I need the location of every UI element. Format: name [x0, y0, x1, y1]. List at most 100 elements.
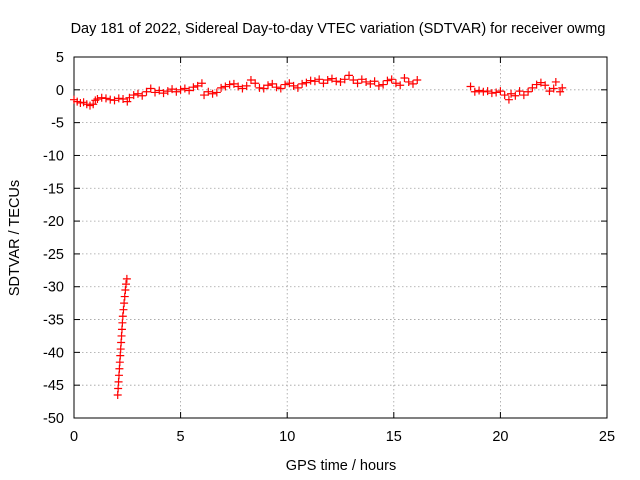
data-point: [212, 88, 221, 97]
data-point: [340, 75, 349, 84]
x-axis-label: GPS time / hours: [286, 458, 396, 474]
data-point: [549, 84, 558, 93]
data-point: [470, 87, 479, 96]
data-point: [119, 95, 128, 104]
plot-frame: [73, 56, 608, 419]
data-point: [336, 77, 345, 86]
y-tick-label: -30: [43, 280, 64, 296]
data-point: [306, 76, 315, 85]
data-point: [272, 83, 281, 92]
data-point: [193, 81, 202, 90]
data-point: [332, 77, 341, 86]
data-point: [293, 83, 302, 92]
data-point: [536, 78, 545, 87]
x-tick-label: 25: [599, 429, 615, 445]
data-point: [349, 75, 358, 84]
data-point: [246, 75, 255, 84]
data-point: [496, 87, 505, 96]
data-point: [138, 91, 147, 100]
x-tick-label: 20: [492, 429, 508, 445]
data-point: [413, 75, 422, 84]
data-point: [285, 79, 294, 88]
data-point: [357, 75, 366, 84]
data-point: [234, 82, 243, 91]
data-point: [125, 93, 134, 102]
data-point: [532, 80, 541, 89]
data-point: [466, 82, 475, 91]
data-point: [200, 91, 209, 100]
data-point: [387, 75, 396, 84]
data-point: [121, 286, 130, 295]
data-point: [310, 77, 319, 86]
data-point: [383, 76, 392, 85]
data-point: [163, 87, 172, 96]
data-point: [204, 87, 213, 96]
y-tick-label: -35: [43, 313, 64, 329]
y-tick-label: -40: [43, 345, 64, 361]
data-point: [168, 85, 177, 94]
data-point: [551, 77, 560, 86]
data-point: [528, 83, 537, 92]
y-tick-label: 0: [56, 83, 64, 99]
data-point: [302, 78, 311, 87]
data-point: [114, 94, 123, 103]
data-point: [242, 81, 251, 90]
data-point: [180, 84, 189, 93]
x-tick-label: 15: [386, 429, 402, 445]
data-point: [197, 79, 206, 88]
data-point: [483, 87, 492, 96]
x-tick-label: 0: [70, 429, 78, 445]
data-point: [323, 75, 332, 84]
data-point: [276, 84, 285, 93]
data-point: [172, 87, 181, 96]
data-point: [251, 79, 260, 88]
x-tick-label: 5: [177, 429, 185, 445]
data-point: [475, 86, 484, 95]
y-tick-label: -15: [43, 181, 64, 197]
data-point: [225, 80, 234, 89]
data-point: [511, 91, 520, 100]
data-point: [146, 84, 155, 93]
data-point: [151, 88, 160, 97]
data-point: [545, 87, 554, 96]
data-point: [185, 86, 194, 95]
y-tick-label: -45: [43, 378, 64, 394]
data-point: [500, 91, 509, 100]
data-point: [238, 84, 247, 93]
y-tick-label: -25: [43, 247, 64, 263]
data-point: [519, 91, 528, 100]
y-tick-label: -20: [43, 214, 64, 230]
data-point: [129, 91, 138, 100]
data-point: [122, 274, 131, 283]
data-point: [189, 83, 198, 92]
data-point: [315, 75, 324, 84]
data-point: [255, 83, 264, 92]
data-point: [492, 88, 501, 97]
data-point: [524, 87, 533, 96]
data-point: [264, 81, 273, 90]
data-point: [159, 89, 168, 98]
data-point: [122, 280, 131, 289]
y-tick-label: -50: [43, 411, 64, 427]
data-point: [558, 83, 567, 92]
data-point: [97, 93, 106, 102]
chart-title: Day 181 of 2022, Sidereal Day-to-day VTE…: [71, 21, 606, 37]
data-point: [120, 292, 129, 301]
data-point: [345, 71, 354, 80]
data-point: [370, 77, 379, 86]
data-point: [268, 79, 277, 88]
data-point: [133, 89, 142, 98]
data-point: [319, 79, 328, 88]
y-tick-label: -10: [43, 148, 64, 164]
data-point: [479, 87, 488, 96]
data-point: [327, 74, 336, 83]
data-point: [101, 94, 110, 103]
y-axis-label: SDTVAR / TECUs: [7, 180, 23, 296]
data-point: [541, 81, 550, 90]
data-point: [515, 87, 524, 96]
axis-ticks: 0 5 10 15 20 25 5 0 -5 -10 -15 -20 -25 -30 -35 -40 -45 -5…: [43, 50, 615, 445]
data-point: [504, 95, 513, 104]
data-point: [142, 87, 151, 96]
data-point: [400, 74, 409, 83]
